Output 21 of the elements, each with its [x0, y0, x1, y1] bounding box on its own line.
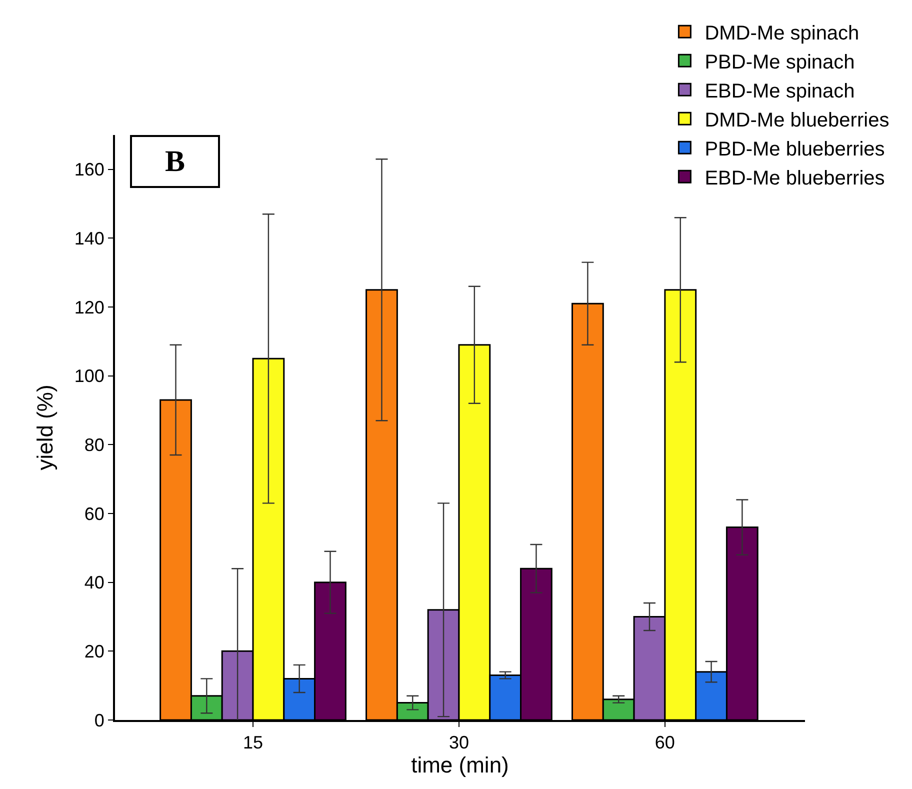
y-tick-label: 80 — [84, 435, 104, 456]
y-tick-label: 120 — [74, 297, 104, 318]
legend-label: EBD-Me blueberries — [704, 167, 885, 190]
annotation: B — [164, 145, 186, 178]
x-tick-label: 30 — [448, 732, 469, 753]
legend-label: EBD-Me spinach — [704, 80, 855, 102]
x-axis-title: time (min) — [411, 752, 509, 778]
y-tick-label: 40 — [84, 572, 104, 593]
y-tick-label: 100 — [74, 366, 104, 386]
y-tick-label: 0 — [94, 710, 104, 730]
legend-label: DMD-Me blueberries — [704, 109, 890, 132]
legend-label: PBD-Me blueberries — [704, 138, 885, 160]
y-tick-label: 20 — [84, 641, 104, 662]
y-tick-label: 140 — [74, 228, 104, 249]
legend-label: DMD-Me spinach — [704, 22, 860, 44]
y-tick-label: 60 — [84, 504, 104, 524]
x-tick-label: 60 — [654, 732, 675, 753]
y-tick-label: 160 — [74, 160, 104, 180]
y-axis-title: yield (%) — [32, 384, 58, 470]
x-tick-label: 15 — [242, 732, 264, 753]
legend-label: PBD-Me spinach — [704, 51, 855, 74]
